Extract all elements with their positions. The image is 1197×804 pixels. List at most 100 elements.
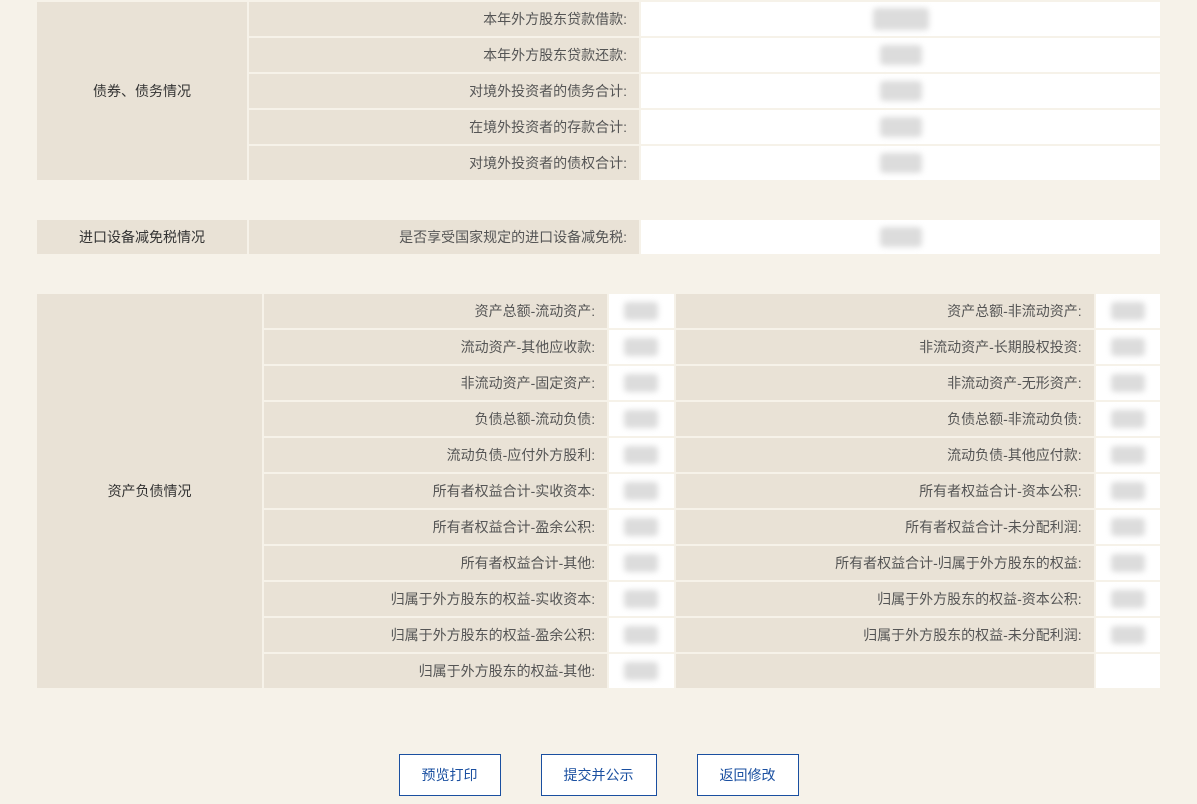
redacted-value bbox=[624, 518, 658, 536]
field-label: 非流动资产-无形资产: bbox=[676, 366, 1094, 400]
redacted-value bbox=[624, 590, 658, 608]
field-value bbox=[609, 474, 673, 508]
redacted-value bbox=[880, 45, 922, 65]
asset-section-title: 资产负债情况 bbox=[37, 294, 262, 688]
field-value bbox=[1096, 474, 1160, 508]
redacted-value bbox=[1111, 626, 1145, 644]
asset-section: 资产负债情况 资产总额-流动资产: 资产总额-非流动资产: 流动资产-其他应收款… bbox=[35, 292, 1162, 690]
redacted-value bbox=[624, 410, 658, 428]
field-value bbox=[609, 438, 673, 472]
field-value bbox=[1096, 330, 1160, 364]
field-label-empty bbox=[676, 654, 1094, 688]
redacted-value bbox=[624, 374, 658, 392]
field-label: 对境外投资者的债务合计: bbox=[249, 74, 639, 108]
field-label: 负债总额-非流动负债: bbox=[676, 402, 1094, 436]
field-label: 所有者权益合计-其他: bbox=[264, 546, 607, 580]
import-table: 进口设备减免税情况 是否享受国家规定的进口设备减免税: bbox=[35, 218, 1162, 256]
redacted-value bbox=[624, 554, 658, 572]
field-label: 所有者权益合计-归属于外方股东的权益: bbox=[676, 546, 1094, 580]
field-value bbox=[641, 74, 1160, 108]
field-value bbox=[1096, 582, 1160, 616]
field-value bbox=[609, 294, 673, 328]
redacted-value bbox=[624, 302, 658, 320]
field-value bbox=[609, 546, 673, 580]
field-value bbox=[1096, 402, 1160, 436]
field-label: 归属于外方股东的权益-资本公积: bbox=[676, 582, 1094, 616]
field-value bbox=[609, 366, 673, 400]
redacted-value bbox=[624, 626, 658, 644]
redacted-value bbox=[880, 227, 922, 247]
import-section: 进口设备减免税情况 是否享受国家规定的进口设备减免税: bbox=[35, 218, 1162, 256]
redacted-value bbox=[1111, 590, 1145, 608]
import-section-title: 进口设备减免税情况 bbox=[37, 220, 247, 254]
field-value bbox=[609, 402, 673, 436]
field-value bbox=[641, 146, 1160, 180]
field-value bbox=[641, 38, 1160, 72]
redacted-value bbox=[880, 81, 922, 101]
field-label: 所有者权益合计-实收资本: bbox=[264, 474, 607, 508]
field-label: 所有者权益合计-未分配利润: bbox=[676, 510, 1094, 544]
redacted-value bbox=[1111, 482, 1145, 500]
table-row: 进口设备减免税情况 是否享受国家规定的进口设备减免税: bbox=[37, 220, 1160, 254]
preview-print-button[interactable]: 预览打印 bbox=[399, 754, 501, 796]
field-label: 非流动资产-固定资产: bbox=[264, 366, 607, 400]
redacted-value bbox=[1111, 410, 1145, 428]
field-value bbox=[1096, 438, 1160, 472]
field-label: 非流动资产-长期股权投资: bbox=[676, 330, 1094, 364]
field-value bbox=[641, 220, 1160, 254]
field-value bbox=[1096, 510, 1160, 544]
field-value bbox=[641, 2, 1160, 36]
redacted-value bbox=[624, 338, 658, 356]
field-value bbox=[609, 510, 673, 544]
debt-table: 债券、债务情况 本年外方股东贷款借款: 本年外方股东贷款还款: 对境外投资者的债… bbox=[35, 0, 1162, 182]
redacted-value bbox=[880, 117, 922, 137]
field-value bbox=[609, 330, 673, 364]
redacted-value bbox=[1111, 518, 1145, 536]
field-value bbox=[609, 582, 673, 616]
field-value bbox=[609, 654, 673, 688]
field-label: 流动负债-应付外方股利: bbox=[264, 438, 607, 472]
redacted-value bbox=[624, 446, 658, 464]
button-row: 预览打印 提交并公示 返回修改 bbox=[35, 726, 1162, 804]
field-label: 资产总额-流动资产: bbox=[264, 294, 607, 328]
redacted-value bbox=[624, 662, 658, 680]
asset-table: 资产负债情况 资产总额-流动资产: 资产总额-非流动资产: 流动资产-其他应收款… bbox=[35, 292, 1162, 690]
field-label: 本年外方股东贷款借款: bbox=[249, 2, 639, 36]
redacted-value bbox=[1111, 554, 1145, 572]
field-value bbox=[1096, 618, 1160, 652]
redacted-value bbox=[1111, 446, 1145, 464]
form-page: 债券、债务情况 本年外方股东贷款借款: 本年外方股东贷款还款: 对境外投资者的债… bbox=[0, 0, 1197, 804]
field-label: 在境外投资者的存款合计: bbox=[249, 110, 639, 144]
field-label: 所有者权益合计-资本公积: bbox=[676, 474, 1094, 508]
debt-section-title: 债券、债务情况 bbox=[37, 2, 247, 180]
field-label: 归属于外方股东的权益-未分配利润: bbox=[676, 618, 1094, 652]
table-row: 资产负债情况 资产总额-流动资产: 资产总额-非流动资产: bbox=[37, 294, 1160, 328]
field-label: 流动负债-其他应付款: bbox=[676, 438, 1094, 472]
field-value bbox=[641, 110, 1160, 144]
submit-publish-button[interactable]: 提交并公示 bbox=[541, 754, 657, 796]
redacted-value bbox=[1111, 338, 1145, 356]
field-label: 所有者权益合计-盈余公积: bbox=[264, 510, 607, 544]
redacted-value bbox=[1111, 302, 1145, 320]
table-row: 债券、债务情况 本年外方股东贷款借款: bbox=[37, 2, 1160, 36]
field-label: 对境外投资者的债权合计: bbox=[249, 146, 639, 180]
field-label: 流动资产-其他应收款: bbox=[264, 330, 607, 364]
field-label: 归属于外方股东的权益-其他: bbox=[264, 654, 607, 688]
redacted-value bbox=[873, 8, 929, 30]
field-label: 归属于外方股东的权益-实收资本: bbox=[264, 582, 607, 616]
field-label: 是否享受国家规定的进口设备减免税: bbox=[249, 220, 639, 254]
return-modify-button[interactable]: 返回修改 bbox=[697, 754, 799, 796]
field-value bbox=[609, 618, 673, 652]
field-label: 归属于外方股东的权益-盈余公积: bbox=[264, 618, 607, 652]
field-value-empty bbox=[1096, 654, 1160, 688]
field-label: 负债总额-流动负债: bbox=[264, 402, 607, 436]
field-value bbox=[1096, 294, 1160, 328]
redacted-value bbox=[1111, 374, 1145, 392]
field-label: 本年外方股东贷款还款: bbox=[249, 38, 639, 72]
redacted-value bbox=[624, 482, 658, 500]
debt-section: 债券、债务情况 本年外方股东贷款借款: 本年外方股东贷款还款: 对境外投资者的债… bbox=[35, 0, 1162, 182]
field-label: 资产总额-非流动资产: bbox=[676, 294, 1094, 328]
redacted-value bbox=[880, 153, 922, 173]
field-value bbox=[1096, 366, 1160, 400]
field-value bbox=[1096, 546, 1160, 580]
